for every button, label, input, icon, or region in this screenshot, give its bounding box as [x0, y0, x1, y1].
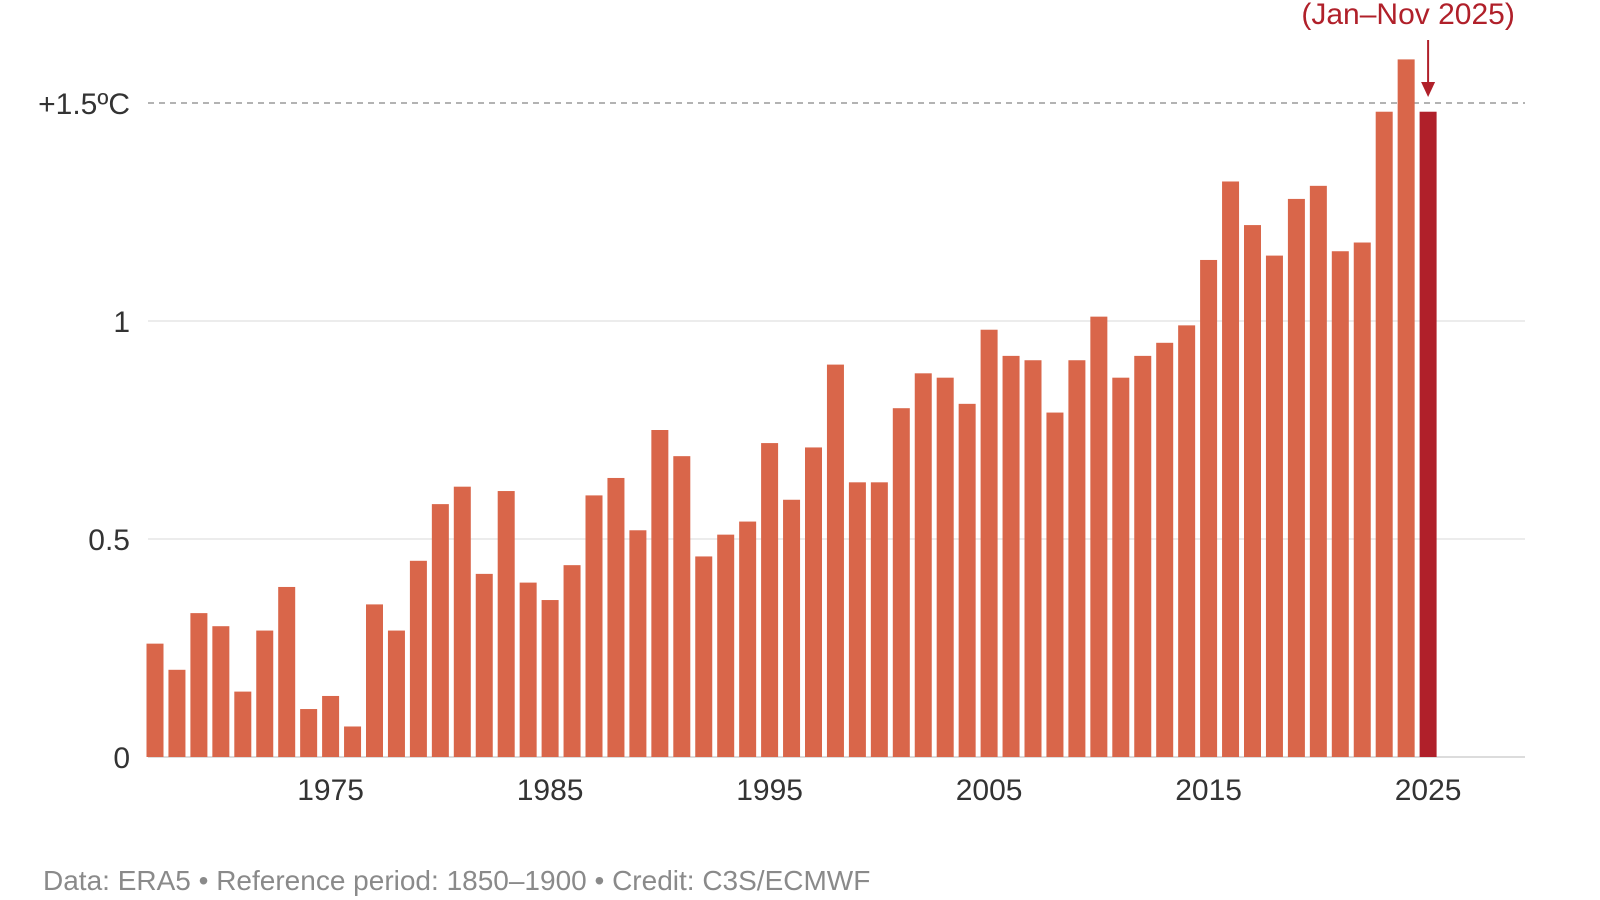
bar — [563, 565, 581, 757]
bar — [146, 643, 164, 757]
bar — [651, 430, 669, 757]
bar — [453, 486, 471, 757]
bar — [1090, 316, 1108, 757]
y-tick-label: 0.5 — [88, 524, 130, 557]
bar — [739, 521, 757, 757]
y-tick-label: 1 — [113, 306, 130, 339]
bar — [695, 556, 713, 757]
bar — [629, 530, 647, 757]
bar — [387, 630, 405, 757]
bar — [1046, 412, 1064, 757]
bar — [1353, 242, 1371, 757]
bar — [936, 377, 954, 757]
x-tick-label: 2025 — [1395, 774, 1462, 807]
bar — [1200, 259, 1218, 757]
x-tick-label: 2005 — [956, 774, 1023, 807]
bar — [409, 560, 427, 757]
bar — [607, 477, 625, 757]
bar — [892, 408, 910, 757]
bar — [519, 582, 537, 757]
bar — [278, 586, 296, 757]
x-tick-label: 1995 — [736, 774, 803, 807]
axes: 0 0.5 1 +1.5ºC 1975 1985 1995 2005 2015 2025 — [38, 88, 1461, 807]
bar — [1112, 377, 1130, 757]
bar — [1222, 181, 1240, 758]
bar — [1309, 185, 1327, 758]
y-tick-label: 0 — [113, 742, 130, 775]
annotations: (Jan–Nov 2025) — [1301, 0, 1515, 97]
bar — [1397, 59, 1415, 757]
bar — [190, 613, 208, 757]
bar — [431, 504, 449, 757]
bar — [1244, 225, 1261, 757]
bar — [1068, 360, 1086, 757]
arrow-down-icon — [1421, 82, 1436, 97]
bar — [322, 695, 340, 757]
bar — [1024, 360, 1042, 757]
bar — [1287, 198, 1305, 758]
bar — [848, 482, 866, 757]
bar — [1265, 255, 1283, 757]
bar — [805, 447, 822, 757]
bar — [541, 600, 559, 757]
bar-highlighted — [1419, 111, 1437, 758]
bar — [1178, 325, 1196, 757]
x-tick-label: 1975 — [297, 774, 364, 807]
bar — [980, 329, 998, 757]
bar — [1134, 355, 1152, 757]
bar — [300, 709, 318, 757]
bar — [717, 534, 735, 757]
bar — [826, 364, 844, 757]
bar — [1156, 342, 1174, 757]
bar — [673, 456, 691, 757]
bar — [1331, 251, 1349, 758]
bar — [783, 499, 801, 757]
bar — [1002, 355, 1020, 757]
bar — [497, 491, 515, 757]
bar — [761, 443, 779, 757]
x-tick-label: 2015 — [1175, 774, 1242, 807]
bar — [212, 626, 230, 757]
x-tick-label: 1985 — [517, 774, 584, 807]
source-caption: Data: ERA5 • Reference period: 1850–1900… — [43, 865, 870, 896]
bar — [870, 482, 888, 757]
bar — [366, 604, 383, 757]
bar — [585, 495, 603, 757]
bar — [256, 630, 274, 757]
bar — [475, 573, 493, 757]
bars — [146, 59, 1437, 758]
bar — [234, 691, 252, 757]
y-tick-label: +1.5ºC — [38, 88, 130, 121]
bar — [958, 403, 976, 757]
bar — [168, 669, 186, 757]
annotation-label: (Jan–Nov 2025) — [1301, 0, 1514, 31]
bar — [1375, 111, 1393, 758]
bar — [914, 373, 932, 757]
bar — [344, 726, 362, 757]
